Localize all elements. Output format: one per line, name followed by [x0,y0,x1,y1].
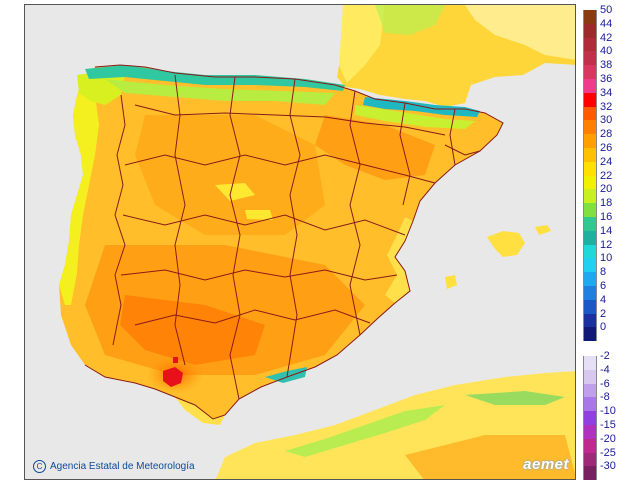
legend-label: -15 [600,419,616,431]
legend-swatch-18 [583,203,597,217]
legend-label: -6 [600,377,610,390]
legend-label: 44 [600,17,613,30]
legend-label: 40 [600,45,613,58]
legend-label: -30 [600,460,616,473]
legend-label: 4 [600,293,607,306]
legend-swatch-10 [583,258,597,273]
france-east-hills [465,5,575,60]
galicia-cool [77,71,125,105]
legend-label: -4 [600,363,610,376]
legend-label: -2 [600,350,610,362]
legend-swatch-28 [583,134,597,148]
north-africa-green [285,405,445,457]
legend-swatch-14 [583,230,597,245]
legend-swatch-32 [583,106,597,121]
central-cool-patches [215,183,273,220]
legend-swatch-38 [583,65,597,79]
legend-label: 20 [600,183,613,196]
legend-swatch-44 [583,23,597,38]
france-coast-band [339,5,385,83]
legend-swatch--4 [583,369,597,384]
portugal-coast-band [59,79,99,305]
legend-swatch-12 [583,244,597,259]
legend-label: 12 [600,238,613,251]
legend-label: 30 [600,114,613,127]
credit-label: C Agencia Estatal de Meteorología [33,460,195,473]
legend-label: -8 [600,391,610,404]
legend-swatch-40 [583,51,597,66]
legend-swatch-50 [583,10,597,24]
legend-swatch-0 [583,327,597,342]
legend-swatch--8 [583,397,597,412]
province-borders [84,64,504,420]
legend-swatch--2 [583,356,597,370]
aemet-logo: aemet [523,456,569,473]
legend-label: 32 [600,100,613,113]
north-africa-hot [405,435,575,479]
north-africa-cool [465,391,565,405]
legend-swatch-24 [583,161,597,176]
legend-label: 38 [600,59,613,72]
legend-label: 0 [600,321,607,334]
pyrenees-cool [363,97,480,117]
legend-swatch--15 [583,425,597,439]
legend-swatch-34 [583,92,597,107]
legend-swatch-26 [583,148,597,162]
temperature-legend: 50 44 42 40 38 36 34 32 30 28 26 24 22 20 18 16 14 12 10 8 6… [583,5,629,481]
legend-label: 34 [600,86,613,99]
legend-label: 10 [600,252,613,265]
guadalquivir-hotter [120,295,265,365]
legend-swatch-22 [583,175,597,190]
legend-label: 50 [600,4,613,16]
legend-swatch-2 [583,313,597,328]
legend-label: 28 [600,128,613,141]
temperature-map: C Agencia Estatal de Meteorología aemet [24,4,576,480]
ebro-valley-hot [315,115,435,180]
legend-swatch--30 [583,466,597,481]
sierra-nevada-cool [265,367,307,383]
legend-swatch-20 [583,189,597,204]
legend-swatch-42 [583,37,597,52]
legend-swatch--25 [583,452,597,467]
legend-label: 42 [600,31,613,44]
legend-label: 22 [600,169,613,182]
legend-label: 18 [600,197,613,210]
mallorca [487,231,525,257]
legend-label: -10 [600,405,616,418]
legend-swatch-6 [583,286,597,300]
pyrenees-green [355,105,475,129]
cantabrian-green [105,79,335,105]
legend-label: 16 [600,211,613,223]
legend-label: 6 [600,280,607,292]
menorca [535,225,551,235]
legend-label: 26 [600,142,613,154]
extreme-hotspot [163,367,183,387]
cadiz-coast [175,397,225,425]
map-canvas [59,5,575,479]
legend-label: -20 [600,432,616,445]
legend-swatch--6 [583,383,597,398]
cantabrian-coast [85,65,345,91]
ibiza [445,275,457,289]
credit-text: Agencia Estatal de Meteorología [50,461,195,472]
france-cool-spots [375,5,445,35]
legend-label: 24 [600,155,613,168]
legend-swatch-4 [583,299,597,314]
legend-label: 2 [600,307,607,320]
legend-swatch-30 [583,120,597,135]
legend-swatch-36 [583,79,597,93]
legend-label: 14 [600,224,613,237]
legend-swatch--10 [583,411,597,425]
legend-swatch--20 [583,438,597,453]
legend-label: -25 [600,446,616,459]
extreme-hotspot-small [173,357,178,363]
legend-label: 8 [600,266,607,279]
legend-swatch-8 [583,272,597,286]
legend-swatch-16 [583,217,597,231]
legend-label: 36 [600,73,613,85]
copyright-icon: C [33,460,46,473]
castile-hot [135,115,325,235]
